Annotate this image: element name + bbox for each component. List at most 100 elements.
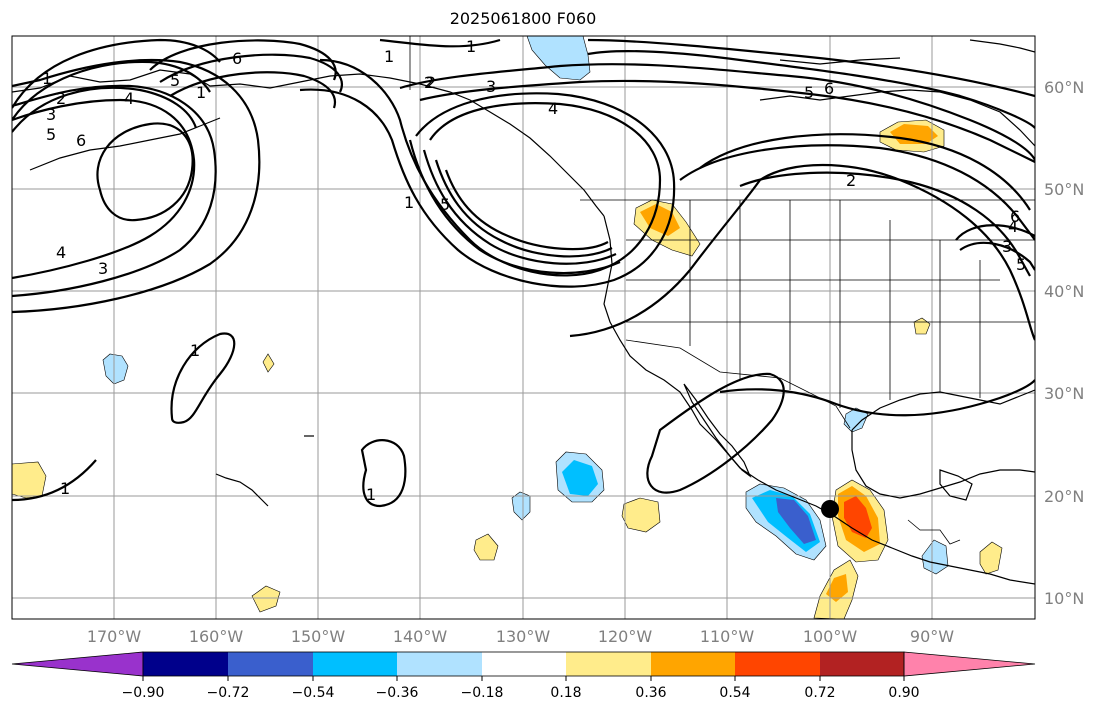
contour-east-1 [569, 163, 1035, 341]
longitude-labels: 170°W 160°W 150°W 140°W 130°W 120°W 110°… [87, 627, 954, 646]
contour-label: 1 [42, 69, 52, 88]
contour-label: 2 [424, 73, 434, 92]
map-title: 2025061800 F060 [449, 9, 597, 28]
contour-label: 1 [366, 485, 376, 504]
contour-east-2 [679, 144, 1035, 241]
anomaly-negative-gulf [843, 407, 869, 433]
contour-mid-6 [444, 169, 609, 251]
colorbar: −0.90 −0.72 −0.54 −0.36 −0.18 0.18 0.36 … [11, 651, 1036, 701]
colorbar-tick-label: 0.18 [550, 685, 581, 701]
contour-label: 1 [60, 479, 70, 498]
contour-mid-4 [422, 149, 617, 265]
colorbar-extend-low [11, 651, 144, 677]
contour-label: 3 [1002, 237, 1012, 256]
contour-west-6-inner [96, 122, 194, 222]
contour-label: 2 [56, 89, 66, 108]
colorbar-tick-label: −0.72 [207, 685, 250, 701]
contour-label: 1 [196, 83, 206, 102]
anomaly-positive-eastern-pacific-south-core [826, 574, 848, 602]
anomaly-very-strong-negative-mexico [776, 498, 816, 544]
contour-west-1 [12, 38, 221, 109]
contour-label: 5 [1016, 255, 1026, 274]
anomaly-negative-central-pacific [102, 353, 129, 385]
contour-label: 1 [466, 37, 476, 56]
contour-labels: 1 2 3 4 5 6 1 2 3 4 5 6 1 5 1 2 3 4 5 6 … [42, 37, 1026, 504]
contour-alaska-2 [399, 63, 1035, 161]
colorbar-tick-label: −0.18 [461, 685, 504, 701]
contour-label: 6 [824, 79, 834, 98]
contour-label: 4 [56, 243, 66, 262]
contour-west-4 [12, 98, 196, 280]
colorbar-tick-label: −0.36 [376, 685, 419, 701]
lon-label: 140°W [393, 627, 448, 646]
contour-gulf [719, 379, 1035, 417]
colorbar-segment [228, 652, 313, 676]
lat-label: 40°N [1044, 282, 1084, 301]
contour-label: 1 [190, 341, 200, 360]
contour-label: 5 [440, 195, 450, 214]
colorbar-segment [143, 652, 228, 676]
contour-mid-3 [408, 139, 621, 275]
contour-mid-pacific [170, 332, 236, 424]
lon-label: 110°W [700, 627, 755, 646]
contour-west-6 [12, 58, 261, 314]
colorbar-tick-label: 0.72 [804, 685, 835, 701]
colorbar-segment [482, 652, 566, 676]
colorbar-tick-label: −0.54 [292, 685, 335, 701]
anomaly-positive-pacific-small [473, 533, 499, 561]
colorbar-tick-label: 0.36 [635, 685, 666, 701]
colorbar-segment [735, 652, 820, 676]
colorbar-segment [566, 652, 651, 676]
anomaly-positive-pacific-south [251, 585, 281, 613]
anomaly-strong-negative-east-pacific [562, 460, 598, 496]
anomaly-positive-central-america [979, 541, 1003, 575]
anomaly-negative-alaska [526, 36, 591, 81]
shaded-anomalies [12, 36, 1003, 619]
colorbar-tick-label: −0.90 [122, 685, 165, 701]
lat-label: 60°N [1044, 78, 1084, 97]
lon-label: 130°W [496, 627, 551, 646]
contour-east-6 [955, 224, 1035, 241]
colorbar-extend-high [903, 651, 1036, 677]
contour-label: 6 [232, 49, 242, 68]
colorbar-segment [313, 652, 397, 676]
map-frame [11, 35, 1036, 620]
contour-label: 1 [384, 47, 394, 66]
lon-label: 160°W [189, 627, 244, 646]
contour-mid-2 [299, 88, 676, 288]
lat-label: 20°N [1044, 487, 1084, 506]
contour-label: 1 [404, 193, 414, 212]
lat-label: 30°N [1044, 384, 1084, 403]
contour-alaska-3 [419, 79, 1035, 163]
latitude-labels: 60°N 50°N 40°N 30°N 20°N 10°N [1044, 78, 1084, 608]
anomaly-positive-small-1 [262, 353, 275, 373]
contour-label: 3 [46, 105, 56, 124]
contour-label: 2 [426, 73, 436, 92]
contour-west-2 [12, 60, 211, 121]
contour-lines [12, 38, 1035, 508]
colorbar-ticks [142, 676, 905, 681]
lon-label: 150°W [291, 627, 346, 646]
contour-mid-5 [434, 159, 613, 258]
contour-mid-pacific-2 [360, 439, 407, 508]
point-marker [821, 500, 839, 518]
anomaly-negative-small [511, 491, 531, 521]
contour-top-2 [159, 53, 343, 93]
contour-label: 6 [76, 131, 86, 150]
contour-label: 3 [486, 77, 496, 96]
lon-label: 170°W [87, 627, 142, 646]
coastlines [12, 39, 1035, 585]
lat-label: 50°N [1044, 180, 1084, 199]
contour-west-low [12, 459, 97, 502]
colorbar-segment [397, 652, 482, 676]
contour-west-3 [12, 86, 198, 133]
contour-label: 4 [124, 89, 134, 108]
lat-label: 10°N [1044, 589, 1084, 608]
contour-label: 5 [170, 71, 180, 90]
lon-label: 90°W [910, 627, 954, 646]
lon-label: 100°W [803, 627, 858, 646]
contour-east-4 [739, 171, 1031, 277]
lon-label: 120°W [598, 627, 653, 646]
anomaly-positive-pacific-mid [621, 497, 661, 533]
